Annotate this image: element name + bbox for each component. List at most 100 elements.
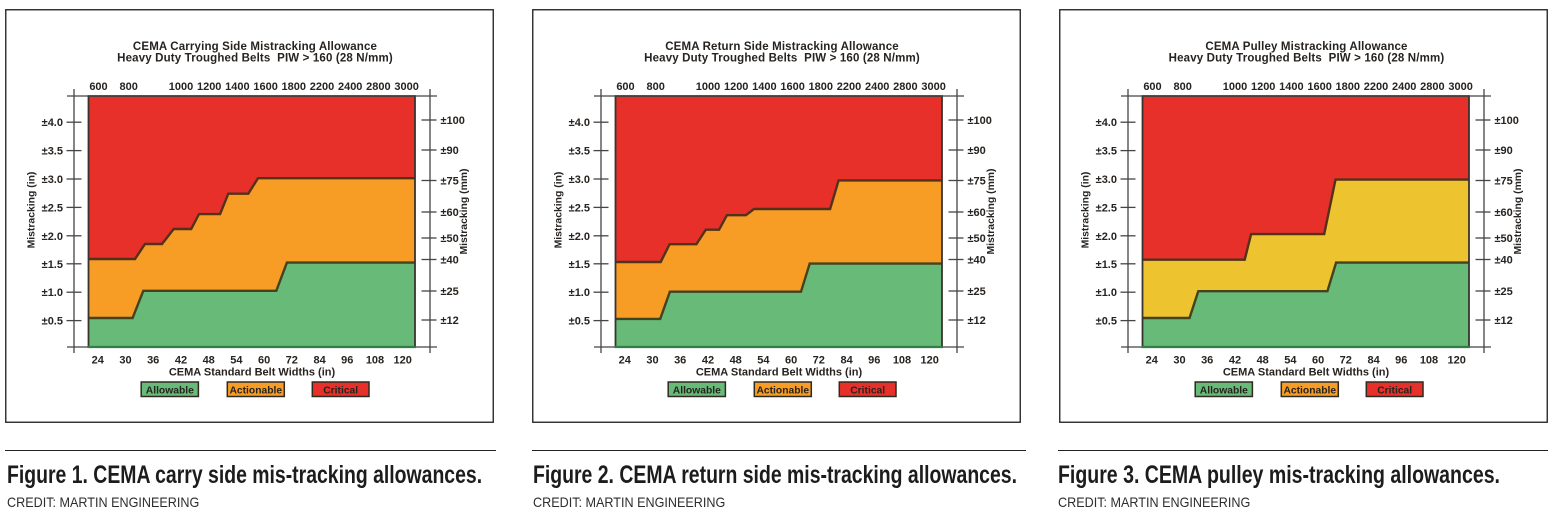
- svg-text:±25: ±25: [968, 286, 986, 298]
- svg-text:60: 60: [258, 355, 270, 367]
- svg-text:1200: 1200: [197, 81, 221, 93]
- svg-text:84: 84: [1367, 355, 1380, 367]
- svg-text:2400: 2400: [865, 81, 889, 93]
- svg-text:Heavy Duty Troughed Belts PIW: Heavy Duty Troughed Belts PIW > 160 (28 …: [117, 52, 393, 64]
- svg-text:120: 120: [394, 355, 412, 367]
- svg-text:±50: ±50: [441, 233, 459, 245]
- svg-text:±60: ±60: [441, 207, 459, 219]
- svg-text:±2.0: ±2.0: [42, 231, 63, 243]
- svg-text:36: 36: [1201, 355, 1213, 367]
- svg-text:2400: 2400: [1392, 81, 1416, 93]
- svg-text:±40: ±40: [968, 255, 986, 267]
- svg-text:2800: 2800: [893, 81, 917, 93]
- svg-text:±12: ±12: [1495, 315, 1513, 327]
- svg-text:±3.5: ±3.5: [42, 146, 63, 158]
- svg-text:±25: ±25: [441, 286, 459, 298]
- svg-text:±1.5: ±1.5: [42, 259, 63, 271]
- svg-text:1200: 1200: [724, 81, 748, 93]
- svg-text:±75: ±75: [968, 176, 986, 188]
- svg-text:±2.5: ±2.5: [1096, 202, 1117, 214]
- svg-text:±50: ±50: [968, 233, 986, 245]
- svg-text:1600: 1600: [1307, 81, 1331, 93]
- svg-text:96: 96: [868, 355, 880, 367]
- svg-text:Actionable: Actionable: [756, 385, 809, 396]
- svg-text:Critical: Critical: [1377, 385, 1412, 396]
- svg-text:108: 108: [893, 355, 911, 367]
- svg-text:±1.0: ±1.0: [569, 287, 590, 299]
- svg-text:Critical: Critical: [850, 385, 885, 396]
- svg-text:120: 120: [1448, 355, 1466, 367]
- svg-text:600: 600: [89, 81, 107, 93]
- svg-text:±1.5: ±1.5: [569, 259, 590, 271]
- svg-text:1600: 1600: [780, 81, 804, 93]
- svg-text:72: 72: [813, 355, 825, 367]
- svg-text:±75: ±75: [1495, 176, 1513, 188]
- svg-text:108: 108: [366, 355, 384, 367]
- svg-text:CEMA Carrying Side Mistracking: CEMA Carrying Side Mistracking Allowance: [133, 41, 377, 53]
- svg-text:±4.0: ±4.0: [1096, 117, 1117, 129]
- svg-text:Mistracking (in): Mistracking (in): [1081, 172, 1092, 249]
- svg-text:1000: 1000: [696, 81, 720, 93]
- svg-text:±2.5: ±2.5: [569, 202, 590, 214]
- svg-text:CEMA Standard Belt Widths (in): CEMA Standard Belt Widths (in): [696, 367, 863, 379]
- svg-text:±100: ±100: [441, 115, 465, 127]
- svg-text:±12: ±12: [441, 315, 459, 327]
- svg-text:24: 24: [619, 355, 632, 367]
- svg-text:2200: 2200: [837, 81, 861, 93]
- svg-text:±3.0: ±3.0: [569, 174, 590, 186]
- svg-text:CEMA Return Side Mistracking A: CEMA Return Side Mistracking Allowance: [665, 41, 899, 53]
- svg-text:800: 800: [1174, 81, 1192, 93]
- svg-text:30: 30: [119, 355, 131, 367]
- svg-text:±40: ±40: [1495, 255, 1513, 267]
- svg-text:72: 72: [286, 355, 298, 367]
- svg-text:±1.0: ±1.0: [1096, 287, 1117, 299]
- svg-text:1400: 1400: [1279, 81, 1303, 93]
- svg-text:96: 96: [1395, 355, 1407, 367]
- svg-text:800: 800: [647, 81, 665, 93]
- svg-text:120: 120: [921, 355, 939, 367]
- svg-text:±0.5: ±0.5: [42, 316, 63, 328]
- svg-text:±50: ±50: [1495, 233, 1513, 245]
- svg-text:84: 84: [313, 355, 326, 367]
- svg-text:±12: ±12: [968, 315, 986, 327]
- svg-text:Mistracking (mm): Mistracking (mm): [986, 168, 997, 254]
- svg-text:24: 24: [92, 355, 105, 367]
- svg-text:Mistracking (in): Mistracking (in): [27, 172, 38, 249]
- svg-text:2400: 2400: [338, 81, 362, 93]
- svg-text:42: 42: [175, 355, 187, 367]
- svg-text:±3.5: ±3.5: [569, 146, 590, 158]
- svg-text:3000: 3000: [1448, 81, 1472, 93]
- svg-text:±25: ±25: [1495, 286, 1513, 298]
- svg-text:1200: 1200: [1251, 81, 1275, 93]
- svg-text:3000: 3000: [394, 81, 418, 93]
- svg-text:108: 108: [1420, 355, 1438, 367]
- svg-text:48: 48: [203, 355, 215, 367]
- svg-text:±100: ±100: [1495, 115, 1519, 127]
- svg-text:36: 36: [147, 355, 159, 367]
- svg-text:1400: 1400: [225, 81, 249, 93]
- svg-text:60: 60: [1312, 355, 1324, 367]
- svg-text:Mistracking (mm): Mistracking (mm): [459, 168, 470, 254]
- svg-text:CEMA Standard Belt Widths (in): CEMA Standard Belt Widths (in): [169, 367, 336, 379]
- svg-text:Heavy Duty Troughed Belts PIW: Heavy Duty Troughed Belts PIW > 160 (28 …: [1169, 52, 1445, 64]
- svg-text:Critical: Critical: [323, 385, 358, 396]
- svg-text:±40: ±40: [441, 255, 459, 267]
- svg-text:±0.5: ±0.5: [1096, 316, 1117, 328]
- svg-text:36: 36: [674, 355, 686, 367]
- svg-text:800: 800: [120, 81, 138, 93]
- svg-text:±2.0: ±2.0: [569, 231, 590, 243]
- svg-text:Allowable: Allowable: [673, 385, 721, 396]
- svg-text:1800: 1800: [282, 81, 306, 93]
- svg-text:±90: ±90: [1495, 145, 1513, 157]
- svg-text:Allowable: Allowable: [146, 385, 194, 396]
- svg-text:84: 84: [840, 355, 853, 367]
- svg-text:2800: 2800: [1420, 81, 1444, 93]
- svg-text:±60: ±60: [968, 207, 986, 219]
- svg-text:Mistracking (mm): Mistracking (mm): [1513, 168, 1524, 254]
- svg-text:54: 54: [1284, 355, 1297, 367]
- svg-text:1800: 1800: [809, 81, 833, 93]
- svg-text:±90: ±90: [968, 145, 986, 157]
- svg-text:Actionable: Actionable: [229, 385, 282, 396]
- svg-text:48: 48: [730, 355, 742, 367]
- svg-text:54: 54: [757, 355, 770, 367]
